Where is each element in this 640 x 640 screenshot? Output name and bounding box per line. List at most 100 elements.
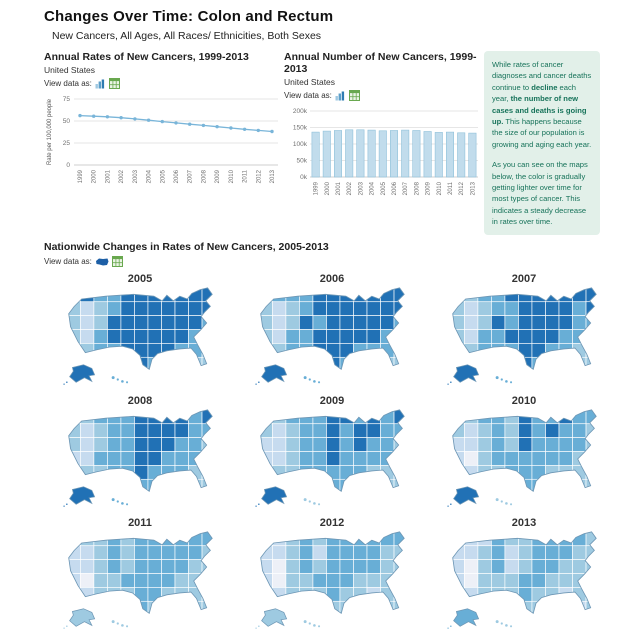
- svg-text:50k: 50k: [297, 158, 308, 165]
- svg-text:2001: 2001: [336, 181, 342, 195]
- svg-text:100k: 100k: [293, 141, 308, 148]
- page-subtitle: New Cancers, All Ages, All Races/ Ethnic…: [52, 30, 322, 42]
- svg-text:2008: 2008: [414, 181, 420, 195]
- svg-text:2002: 2002: [347, 181, 353, 195]
- us-map-2008: [63, 409, 213, 508]
- map-year-label: 2005: [127, 273, 153, 286]
- svg-text:2005: 2005: [381, 181, 387, 195]
- us-map-2005: [63, 287, 213, 386]
- us-map-2010: [447, 409, 597, 508]
- svg-text:200k: 200k: [293, 108, 308, 115]
- svg-text:2009: 2009: [426, 181, 432, 195]
- info-text-segment: While rates of cancer diagnoses and canc…: [492, 60, 592, 92]
- rates-line-chart-svg: 0 25 50 75 1999 2000 2001 2002 2003 2004 2005 2006 2…: [47, 96, 278, 183]
- bar-chart-icon[interactable]: [335, 90, 346, 101]
- svg-text:0k: 0k: [300, 174, 308, 181]
- svg-text:2012: 2012: [459, 181, 465, 195]
- maps-section-title: Nationwide Changes in Rates of New Cance…: [44, 241, 329, 254]
- svg-text:2010: 2010: [229, 169, 235, 183]
- svg-text:2009: 2009: [215, 169, 221, 183]
- counts-chart-subtitle: United States: [284, 77, 336, 87]
- svg-text:2008: 2008: [201, 169, 207, 183]
- us-map-cell-2013: 2013: [428, 517, 620, 635]
- info-text-segment: This happens because the size of our pop…: [492, 116, 592, 149]
- svg-text:2003: 2003: [133, 169, 139, 183]
- map-year-label: 2007: [511, 273, 537, 286]
- us-map-cell-2010: 2010: [428, 395, 620, 513]
- svg-text:1999: 1999: [314, 181, 320, 195]
- us-map-cell-2008: 2008: [44, 395, 236, 513]
- svg-text:2010: 2010: [437, 181, 443, 195]
- svg-text:2013: 2013: [270, 169, 276, 183]
- us-map-cell-2005: 2005: [44, 273, 236, 391]
- maps-view-data-as: View data as:: [44, 255, 640, 268]
- table-icon[interactable]: [108, 78, 120, 89]
- us-map-2013: [447, 531, 597, 630]
- svg-text:50: 50: [63, 118, 71, 125]
- map-year-label: 2011: [128, 517, 152, 530]
- view-data-as-label: View data as:: [44, 257, 92, 267]
- svg-text:150k: 150k: [293, 125, 308, 132]
- info-text-segment: each year,: [492, 82, 577, 104]
- counts-chart-title: Annual Number of New Cancers, 1999-2013: [284, 51, 477, 75]
- map-year-label: 2008: [127, 395, 153, 408]
- svg-text:2000: 2000: [92, 169, 98, 183]
- top-row: Annual Rates of New Cancers, 1999-2013 U…: [44, 51, 640, 236]
- counts-bar-chart: 0k 50k 100k 150k 200k 1999 2000 2001 2002 2003 200…: [284, 103, 484, 216]
- rates-view-data-as: View data as:: [44, 77, 284, 90]
- view-data-as-label: View data as:: [284, 91, 332, 100]
- maps-section: Nationwide Changes in Rates of New Cance…: [44, 241, 640, 635]
- us-map-2011: [63, 531, 213, 630]
- map-year-label: 2010: [511, 395, 537, 408]
- info-paragraph-1: While rates of cancer diagnoses and canc…: [492, 59, 592, 150]
- svg-text:2007: 2007: [403, 181, 409, 195]
- map-icon[interactable]: [95, 257, 109, 267]
- svg-text:2013: 2013: [470, 181, 476, 195]
- info-text-segment: decline: [531, 82, 558, 92]
- svg-text:2003: 2003: [358, 181, 364, 195]
- map-year-label: 2006: [319, 273, 345, 286]
- svg-text:2006: 2006: [174, 169, 180, 183]
- table-icon[interactable]: [111, 256, 123, 268]
- us-map-cell-2007: 2007: [428, 273, 620, 391]
- svg-text:2012: 2012: [256, 169, 262, 183]
- map-year-label: 2013: [511, 517, 537, 530]
- svg-text:2006: 2006: [392, 181, 398, 195]
- info-box: While rates of cancer diagnoses and canc…: [484, 51, 600, 236]
- maps-grid: 2005 2006 2007 2008 2009 2010 2011 2012 2013: [44, 273, 640, 635]
- us-map-2007: [447, 287, 597, 386]
- bar-chart-icon[interactable]: [95, 78, 106, 89]
- counts-view-data-as: View data as:: [284, 89, 484, 102]
- svg-text:25: 25: [63, 140, 71, 147]
- counts-bar-chart-svg: 0k 50k 100k 150k 200k 1999 2000 2001 2002 2003 200…: [293, 108, 478, 195]
- us-map-cell-2006: 2006: [236, 273, 428, 391]
- info-paragraph-2: As you can see on the maps below, the co…: [492, 160, 588, 227]
- rates-chart-title: Annual Rates of New Cancers, 1999-2013: [44, 51, 249, 63]
- svg-text:0: 0: [66, 162, 70, 169]
- map-year-label: 2009: [319, 395, 345, 408]
- us-map-2009: [255, 409, 405, 508]
- rates-chart-subtitle: United States: [44, 65, 96, 75]
- svg-text:2004: 2004: [147, 169, 153, 183]
- svg-text:2007: 2007: [188, 169, 194, 183]
- us-map-2006: [255, 287, 405, 386]
- svg-text:2011: 2011: [243, 169, 249, 183]
- svg-text:2004: 2004: [370, 181, 376, 195]
- us-map-2012: [255, 531, 405, 630]
- rates-line-chart: 0 25 50 75 1999 2000 2001 2002 2003 2004 2005 2006 2…: [44, 91, 284, 204]
- table-icon[interactable]: [348, 90, 360, 101]
- svg-text:2000: 2000: [325, 181, 331, 195]
- svg-text:2002: 2002: [119, 169, 125, 183]
- svg-text:1999: 1999: [78, 169, 84, 183]
- svg-text:Rate per 100,000 people: Rate per 100,000 people: [47, 98, 53, 165]
- us-map-cell-2011: 2011: [44, 517, 236, 635]
- svg-text:2011: 2011: [448, 181, 454, 195]
- svg-text:75: 75: [63, 96, 71, 103]
- info-text-segment: the number of new cases and deaths is go…: [492, 94, 587, 126]
- map-year-label: 2012: [319, 517, 345, 530]
- view-data-as-label: View data as:: [44, 79, 92, 88]
- rates-chart-panel: Annual Rates of New Cancers, 1999-2013 U…: [44, 51, 284, 204]
- counts-chart-panel: Annual Number of New Cancers, 1999-2013 …: [284, 51, 484, 216]
- svg-text:2001: 2001: [105, 169, 111, 183]
